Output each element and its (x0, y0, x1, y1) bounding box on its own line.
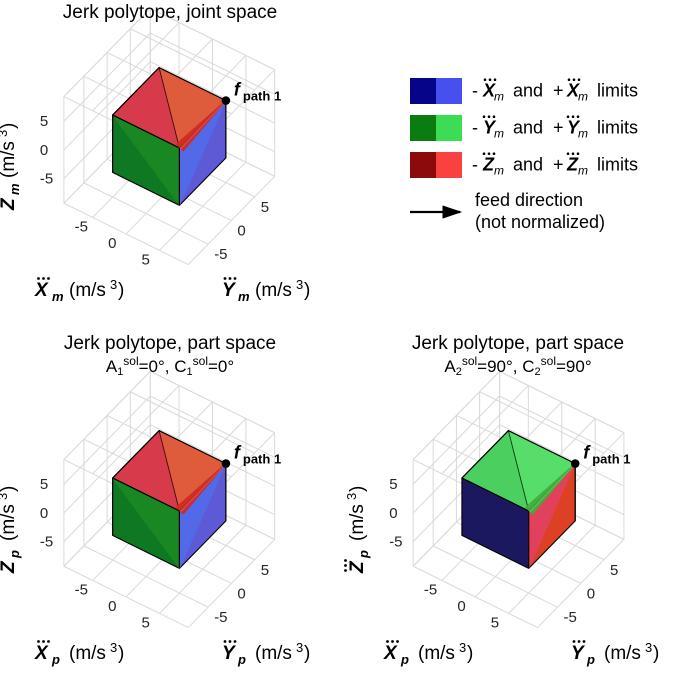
svg-text:Jerk polytope, part space: Jerk polytope, part space (64, 333, 276, 354)
svg-text:5: 5 (40, 476, 48, 493)
svg-text:-5: -5 (389, 534, 402, 551)
svg-text:-5: -5 (424, 581, 437, 598)
svg-text:5: 5 (261, 199, 269, 216)
svg-text:(m/s: (m/s (604, 643, 641, 664)
svg-text:3: 3 (110, 277, 117, 292)
svg-text:and: and (513, 118, 543, 138)
svg-text:Jerk polytope, joint space: Jerk polytope, joint space (63, 2, 277, 23)
svg-text:m: m (494, 127, 504, 141)
svg-text:-5: -5 (564, 609, 577, 626)
svg-text:-5: -5 (75, 218, 88, 235)
svg-text:feed direction: feed direction (475, 190, 583, 210)
svg-text:X: X (383, 643, 398, 664)
svg-text:0: 0 (457, 598, 465, 615)
svg-text:X: X (34, 280, 49, 301)
svg-text:and: and (513, 155, 543, 175)
svg-text:): ) (118, 643, 124, 664)
svg-text:m: m (494, 164, 504, 178)
svg-text:(m/s: (m/s (0, 504, 19, 541)
svg-text:p: p (7, 550, 22, 559)
svg-text:limits: limits (597, 81, 638, 101)
svg-text:5: 5 (40, 113, 48, 130)
svg-text:5: 5 (261, 562, 269, 579)
svg-text:+: + (553, 155, 564, 175)
svg-text:limits: limits (597, 118, 638, 138)
svg-text:(m/s: (m/s (0, 141, 19, 178)
svg-text:3: 3 (296, 640, 303, 655)
svg-text:-5: -5 (40, 171, 53, 188)
svg-text:(m/s: (m/s (347, 504, 368, 541)
svg-text:m: m (494, 90, 504, 104)
svg-text:0: 0 (389, 505, 397, 522)
svg-text:-5: -5 (75, 581, 88, 598)
svg-text:m: m (238, 289, 250, 304)
svg-text:m: m (578, 90, 588, 104)
svg-text:(m/s: (m/s (255, 643, 292, 664)
svg-text:): ) (304, 280, 310, 301)
svg-text:0: 0 (108, 598, 116, 615)
svg-text:m: m (578, 127, 588, 141)
svg-text:): ) (118, 280, 124, 301)
svg-text:(m/s: (m/s (69, 280, 106, 301)
svg-text:-: - (472, 155, 478, 175)
svg-text:-5: -5 (40, 534, 53, 551)
svg-text:): ) (653, 643, 659, 664)
svg-text:0: 0 (40, 505, 48, 522)
svg-text:): ) (347, 486, 368, 492)
svg-text:p: p (356, 550, 371, 559)
svg-text:path 1: path 1 (592, 452, 630, 467)
svg-text:p: p (400, 652, 409, 667)
svg-text:m: m (7, 183, 22, 195)
svg-text:Jerk polytope, part space: Jerk polytope, part space (412, 333, 624, 354)
svg-text:0: 0 (108, 235, 116, 252)
svg-text:5: 5 (389, 476, 397, 493)
svg-text:3: 3 (0, 493, 10, 500)
svg-text:0: 0 (40, 142, 48, 159)
svg-text:X: X (34, 643, 49, 664)
svg-text:3: 3 (110, 640, 117, 655)
svg-text:-: - (472, 118, 478, 138)
svg-text:0: 0 (237, 223, 245, 240)
svg-text:limits: limits (597, 155, 638, 175)
svg-text:5: 5 (491, 614, 499, 631)
svg-text:Z: Z (347, 560, 368, 574)
svg-text:and: and (513, 81, 543, 101)
svg-text:p: p (51, 652, 60, 667)
svg-text:-5: -5 (214, 246, 227, 263)
svg-text:): ) (0, 486, 19, 492)
svg-text:-5: -5 (214, 609, 227, 626)
svg-text:5: 5 (142, 614, 150, 631)
svg-text:m: m (578, 164, 588, 178)
svg-text:p: p (586, 652, 595, 667)
svg-text:-: - (472, 81, 478, 101)
svg-text:5: 5 (610, 562, 618, 579)
svg-text:(m/s: (m/s (418, 643, 455, 664)
svg-text:): ) (0, 123, 19, 129)
svg-text:p: p (237, 652, 246, 667)
svg-text:+: + (553, 81, 564, 101)
svg-text:3: 3 (645, 640, 652, 655)
svg-text:path 1: path 1 (243, 452, 281, 467)
svg-text:+: + (553, 118, 564, 138)
svg-text:): ) (467, 643, 473, 664)
svg-text:m: m (52, 289, 64, 304)
svg-text:3: 3 (0, 130, 10, 137)
svg-text:3: 3 (344, 493, 359, 500)
svg-text:3: 3 (296, 277, 303, 292)
svg-text:): ) (304, 643, 310, 664)
svg-text:5: 5 (142, 251, 150, 268)
svg-text:0: 0 (237, 586, 245, 603)
svg-text:(m/s: (m/s (69, 643, 106, 664)
svg-text:3: 3 (459, 640, 466, 655)
svg-text:path 1: path 1 (243, 89, 281, 104)
svg-text:(not normalized): (not normalized) (475, 212, 605, 232)
svg-text:0: 0 (587, 586, 595, 603)
svg-text:Z: Z (0, 560, 19, 574)
svg-text:Z: Z (0, 197, 19, 211)
svg-text:(m/s: (m/s (255, 280, 292, 301)
